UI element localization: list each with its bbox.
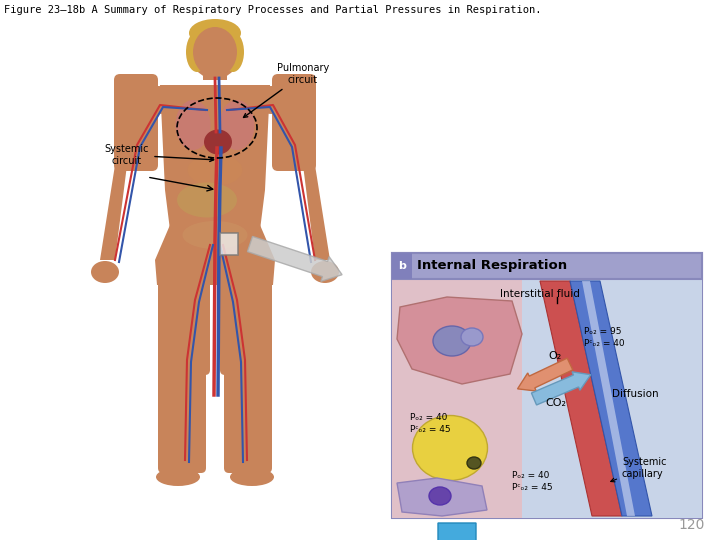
Ellipse shape	[204, 130, 232, 154]
FancyBboxPatch shape	[224, 361, 272, 473]
Ellipse shape	[467, 457, 481, 469]
Text: Pᶜₒ₂ = 40: Pᶜₒ₂ = 40	[584, 339, 625, 348]
Ellipse shape	[193, 27, 237, 77]
Ellipse shape	[91, 261, 119, 283]
Polygon shape	[155, 225, 275, 285]
Ellipse shape	[182, 221, 248, 249]
Ellipse shape	[189, 19, 241, 47]
Bar	[392, 279, 572, 518]
Ellipse shape	[246, 86, 300, 114]
Text: 120: 120	[679, 518, 705, 532]
FancyArrow shape	[428, 523, 486, 540]
Polygon shape	[100, 165, 127, 260]
Ellipse shape	[413, 415, 487, 481]
Ellipse shape	[189, 21, 241, 79]
Text: b: b	[398, 261, 406, 271]
Bar	[220, 233, 238, 255]
FancyBboxPatch shape	[114, 74, 158, 171]
Polygon shape	[397, 478, 487, 516]
Text: O₂: O₂	[549, 351, 562, 361]
FancyBboxPatch shape	[158, 273, 210, 375]
Text: Pₒ₂ = 40: Pₒ₂ = 40	[410, 413, 447, 422]
Ellipse shape	[461, 328, 483, 346]
Ellipse shape	[230, 468, 274, 486]
Polygon shape	[540, 281, 622, 516]
Ellipse shape	[130, 86, 184, 114]
Ellipse shape	[220, 100, 254, 150]
Text: Internal Respiration: Internal Respiration	[417, 260, 567, 273]
Text: Pₒ₂ = 95: Pₒ₂ = 95	[584, 327, 621, 335]
Text: Systemic
circuit: Systemic circuit	[104, 144, 214, 166]
FancyBboxPatch shape	[220, 273, 272, 375]
Ellipse shape	[177, 183, 237, 218]
Bar	[392, 253, 412, 279]
Polygon shape	[397, 297, 522, 384]
Ellipse shape	[311, 261, 339, 283]
Text: Pulmonary
circuit: Pulmonary circuit	[243, 63, 329, 118]
FancyArrow shape	[531, 372, 590, 405]
Ellipse shape	[186, 32, 208, 72]
Text: Diffusion: Diffusion	[612, 389, 659, 399]
Text: CO₂: CO₂	[546, 398, 567, 408]
Polygon shape	[582, 281, 635, 516]
FancyBboxPatch shape	[158, 361, 206, 473]
Text: Pᶜₒ₂ = 45: Pᶜₒ₂ = 45	[410, 424, 451, 434]
Ellipse shape	[176, 100, 210, 150]
Text: Figure 23–18b A Summary of Respiratory Processes and Partial Pressures in Respir: Figure 23–18b A Summary of Respiratory P…	[4, 5, 541, 15]
Polygon shape	[160, 85, 270, 230]
Ellipse shape	[429, 487, 451, 505]
Text: Pᶜₒ₂ = 45: Pᶜₒ₂ = 45	[512, 483, 553, 492]
FancyBboxPatch shape	[272, 74, 316, 171]
Bar	[522, 279, 702, 518]
Ellipse shape	[187, 154, 243, 186]
Ellipse shape	[156, 468, 200, 486]
Text: Interstitial fluid: Interstitial fluid	[500, 289, 580, 299]
FancyArrow shape	[248, 237, 342, 281]
FancyBboxPatch shape	[392, 253, 702, 518]
Polygon shape	[303, 165, 330, 260]
Text: Systemic
capillary: Systemic capillary	[611, 457, 667, 482]
Polygon shape	[570, 281, 652, 516]
FancyArrow shape	[518, 358, 573, 391]
Text: Pₒ₂ = 40: Pₒ₂ = 40	[512, 471, 549, 481]
Ellipse shape	[222, 32, 244, 72]
Bar	[203, 52, 227, 80]
Ellipse shape	[433, 326, 471, 356]
Bar	[392, 253, 702, 279]
